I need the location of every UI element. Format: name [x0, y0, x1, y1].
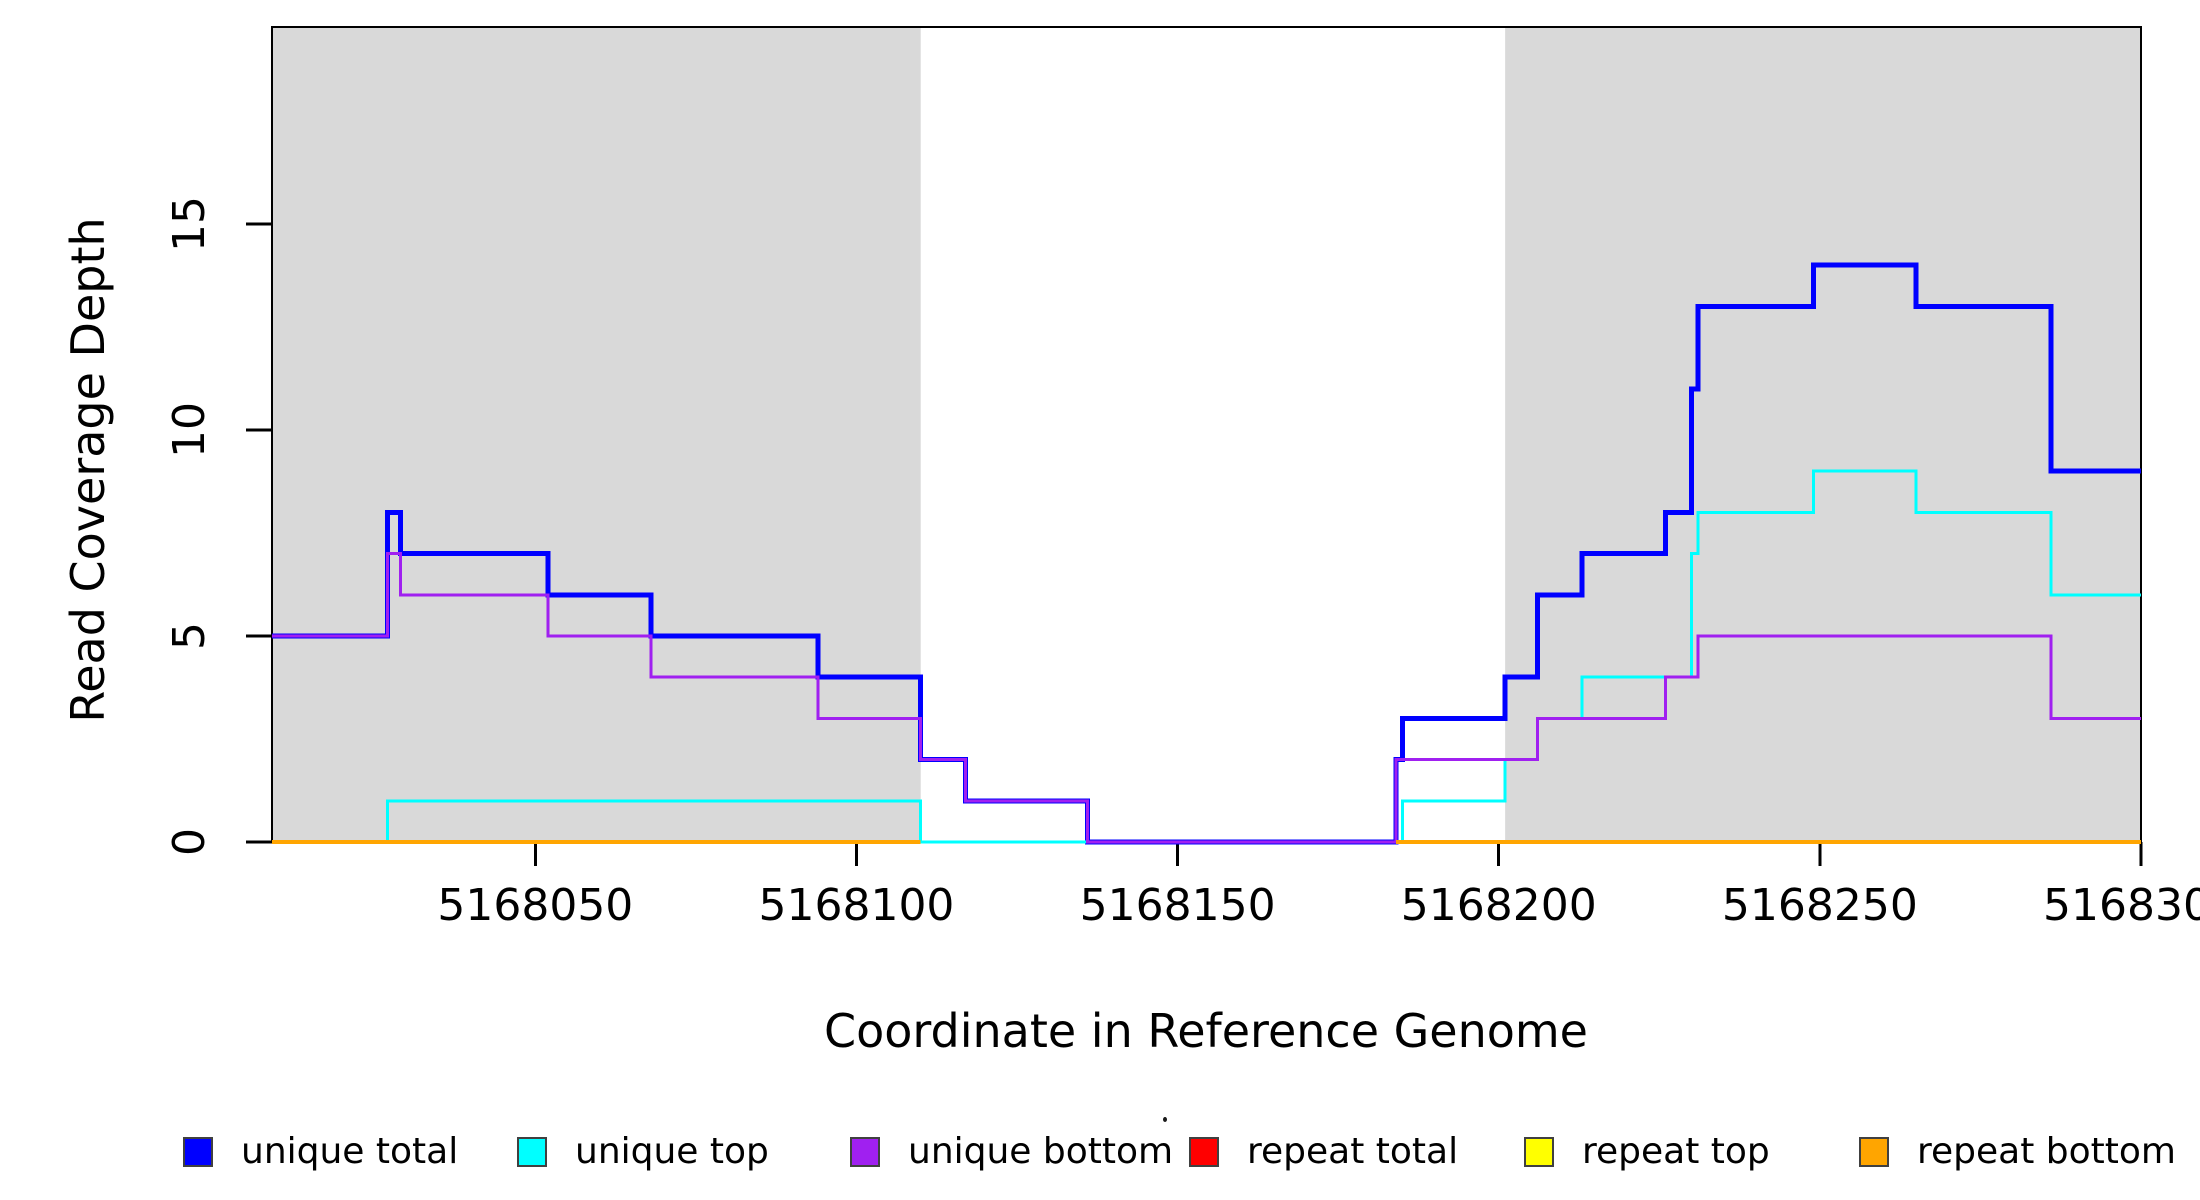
legend-item-unique-top: unique top [517, 1124, 769, 1180]
x-tick-label: 5168150 [1079, 880, 1276, 931]
legend-label: repeat top [1582, 1131, 1770, 1172]
legend-swatch-icon [517, 1137, 547, 1167]
legend-swatch-icon [1189, 1137, 1219, 1167]
legend-item-repeat-bottom: repeat bottom [1859, 1124, 2176, 1180]
legend-label: repeat total [1247, 1131, 1459, 1172]
legend-swatch-icon [850, 1137, 880, 1167]
x-tick-label: 5168050 [437, 880, 634, 931]
legend-label: repeat bottom [1917, 1131, 2176, 1172]
series-line-unique-bottom [272, 552, 2141, 844]
legend-item-unique-bottom: unique bottom [850, 1124, 1173, 1180]
y-tick-label: 0 [164, 828, 215, 856]
legend-item-repeat-top: repeat top [1524, 1124, 1770, 1180]
legend-item-unique-total: unique total [183, 1124, 458, 1180]
repeat-region-shade [272, 27, 921, 842]
series-line-unique-total [272, 262, 2141, 845]
repeat-region-shade [1505, 27, 2141, 842]
legend-swatch-icon [183, 1137, 213, 1167]
y-tick-label: 5 [164, 621, 215, 650]
x-tick-label: 5168200 [1400, 880, 1597, 931]
x-tick-label: 5168250 [1721, 880, 1918, 931]
y-tick-label: 15 [164, 195, 215, 252]
legend-label: unique bottom [908, 1131, 1174, 1172]
x-axis-title: Coordinate in Reference Genome [824, 1004, 1588, 1058]
stray-dot [1163, 1117, 1167, 1122]
x-tick-label: 5168100 [758, 880, 955, 931]
legend-swatch-icon [1524, 1137, 1554, 1167]
legend-swatch-icon [1859, 1137, 1889, 1167]
y-tick-label: 10 [164, 401, 215, 458]
series-line-unique-top [272, 469, 2141, 844]
legend-label: unique top [575, 1131, 769, 1172]
legend-item-repeat-total: repeat total [1189, 1124, 1458, 1180]
legend-label: unique total [241, 1131, 459, 1172]
y-axis-title: Read Coverage Depth [61, 217, 115, 723]
